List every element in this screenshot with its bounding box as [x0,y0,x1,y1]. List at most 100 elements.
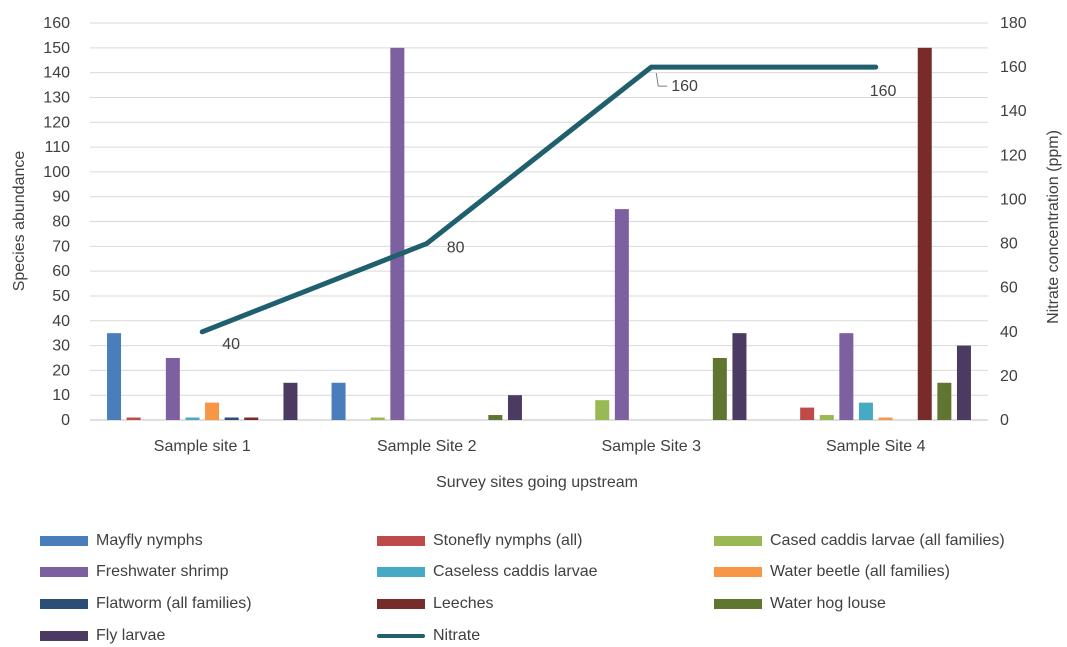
legend-label: Freshwater shrimp [96,563,229,580]
legend-swatch [377,567,425,577]
nitrate-line-layer: 40 80 160 160 [199,64,897,353]
y-tick-label: 0 [61,412,70,429]
y2-axis-title: Nitrate concentration (ppm) [1045,130,1062,324]
y2-tick-label: 60 [1000,280,1018,297]
legend-label: Caseless caddis larvae [433,563,598,580]
bar [800,407,815,420]
y2-tick-label: 80 [1000,236,1018,253]
y-tick-label: 20 [52,362,70,379]
x-tick-label: Sample Site 3 [601,438,701,455]
legend-swatch [714,536,762,546]
bar [878,417,893,420]
y2-tick-label: 20 [1000,368,1018,385]
y2-tick-label: 180 [1000,15,1027,32]
x-axis-title: Survey sites going upstream [436,474,638,491]
y-tick-label: 30 [52,338,70,355]
bar [390,47,405,420]
bar [917,47,932,420]
bar [595,400,610,420]
legend-label: Water beetle (all families) [770,563,950,580]
y-tick-label: 130 [43,89,70,106]
bar [331,382,346,420]
nitrate-data-label: 80 [447,240,465,257]
legend-label: Flatworm (all families) [96,595,252,612]
y2-tick-label: 100 [1000,191,1027,208]
y2-tick-label: 40 [1000,324,1018,341]
gridlines [90,22,988,421]
y2-tick-label: 120 [1000,147,1027,164]
y-axis-title: Species abundance [11,151,28,292]
legend-swatch [40,536,88,546]
y-tick-label: 140 [43,65,70,82]
y-tick-label: 40 [52,313,70,330]
data-label-leader [655,73,668,87]
y-tick-label: 10 [52,387,70,404]
legend-swatch [714,567,762,577]
legend-label: Water hog louse [770,595,886,612]
bar [488,415,503,420]
legend-item: Water beetle (all families) [714,561,950,583]
y2-tick-label: 140 [1000,103,1027,120]
legend-swatch [377,536,425,546]
bar [507,395,522,420]
legend-item: Flatworm (all families) [40,593,252,615]
legend-swatch [40,567,88,577]
bar [165,357,180,420]
legend-item: Nitrate [377,625,480,647]
legend-label: Nitrate [433,627,481,644]
bar [839,333,854,420]
x-tick-label: Sample Site 2 [377,438,477,455]
legend-line-swatch [377,634,425,638]
bar [126,417,141,420]
legend-label: Leeches [433,595,494,612]
bar [819,415,834,420]
y-tick-label: 90 [52,189,70,206]
bar [614,209,629,420]
bar [937,382,952,420]
y-tick-label: 80 [52,214,70,231]
y-tick-label: 120 [43,114,70,131]
legend-item: Caseless caddis larvae [377,561,598,583]
legend-swatch [714,599,762,609]
legend-item: Freshwater shrimp [40,561,228,583]
legend-swatch [377,599,425,609]
bar [732,333,747,420]
bar [956,345,971,420]
nitrate-data-label: 160 [870,83,897,100]
y-tick-label: 60 [52,263,70,280]
legend-item: Stonefly nymphs (all) [377,530,582,552]
y-tick-label: 110 [44,139,70,156]
y-tick-label: 70 [52,238,70,255]
legend-label: Mayfly nymphs [96,532,203,549]
legend-swatch [40,631,88,641]
y-tick-label: 50 [52,288,70,305]
bar [283,382,298,420]
y-tick-label: 160 [43,15,70,32]
legend-label: Cased caddis larvae (all families) [770,532,1005,549]
legend-item: Mayfly nymphs [40,530,203,552]
bar [205,402,220,420]
chart-svg: 0 10 20 30 40 50 60 70 80 90 100 110 120 130 140 150 160… [11,15,1062,491]
nitrate-data-label: 160 [671,78,698,95]
axes: 0 10 20 30 40 50 60 70 80 90 100 110 120 130 140 150 160… [43,15,1027,455]
nitrate-line [199,64,879,335]
legend-item: Cased caddis larvae (all families) [714,530,1005,552]
legend-item: Water hog louse [714,593,886,615]
legend-swatch [40,599,88,609]
bar [107,333,122,420]
legend-item: Leeches [377,593,494,615]
bar [370,417,385,420]
bar [712,357,727,420]
x-tick-label: Sample site 1 [154,438,251,455]
legend-label: Fly larvae [96,627,166,644]
legend-label: Stonefly nymphs (all) [433,532,583,549]
bars [107,47,971,420]
nitrate-data-label: 40 [222,336,240,353]
bar [224,417,239,420]
x-tick-label: Sample Site 4 [826,438,926,455]
bar [244,417,259,420]
legend-item: Fly larvae [40,625,165,647]
y-tick-label: 100 [43,164,70,181]
bar [858,402,873,420]
